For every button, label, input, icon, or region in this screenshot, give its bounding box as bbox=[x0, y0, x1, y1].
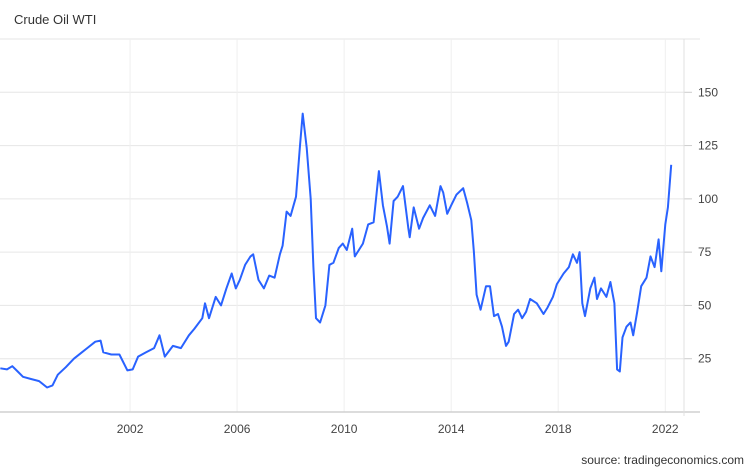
series-line bbox=[0, 112, 673, 389]
y-tick-label: 75 bbox=[698, 245, 712, 259]
chart-title: Crude Oil WTI bbox=[14, 12, 97, 27]
axes bbox=[0, 39, 700, 416]
y-tick-label: 50 bbox=[698, 298, 712, 312]
x-tick-label: 2010 bbox=[331, 422, 358, 436]
tick-labels: 25 50 75 100 125 150 2002 2006 2010 2014 2018 2022 bbox=[117, 85, 719, 436]
x-tick-label: 2006 bbox=[224, 422, 251, 436]
y-tick-label: 100 bbox=[698, 192, 718, 206]
x-tick-label: 2002 bbox=[117, 422, 144, 436]
y-tick-label: 25 bbox=[698, 352, 712, 366]
source-label: source: tradingeconomics.com bbox=[581, 453, 744, 467]
x-tick-label: 2022 bbox=[652, 422, 679, 436]
y-tick-label: 150 bbox=[698, 85, 718, 99]
x-tick-label: 2018 bbox=[545, 422, 572, 436]
x-tick-label: 2014 bbox=[438, 422, 465, 436]
y-tick-label: 125 bbox=[698, 139, 718, 153]
grid-lines bbox=[0, 38, 700, 412]
